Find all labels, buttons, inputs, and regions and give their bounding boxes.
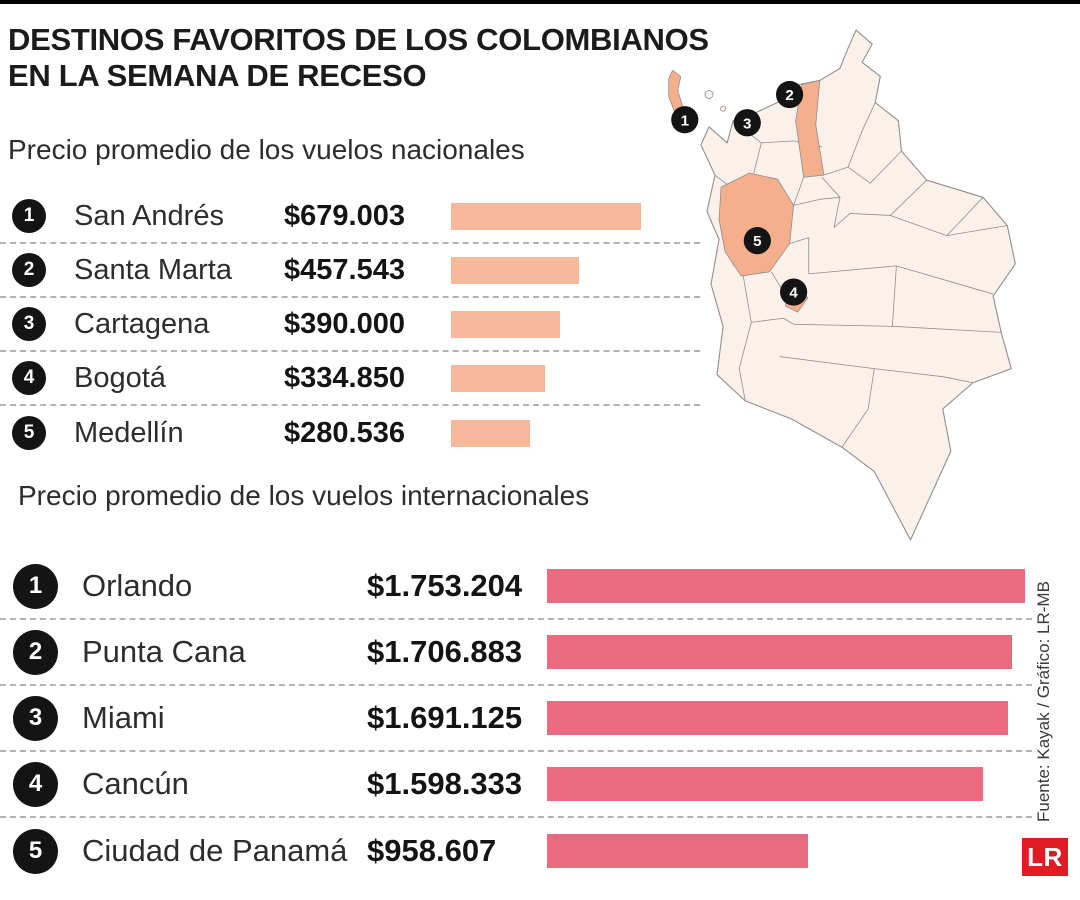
rank-badge: 3 <box>13 695 58 741</box>
price-bar <box>451 256 580 284</box>
price-bar <box>547 635 1013 669</box>
small-islands <box>704 90 726 112</box>
national-list: 1 San Andrés $679.003 2 Santa Marta $457.543 3… <box>0 190 700 460</box>
map-marker-circle <box>671 106 699 134</box>
price-label: $958.607 <box>367 833 497 868</box>
destination-row: 3 Miami $1.691.125 <box>0 686 1032 752</box>
destination-label: Orlando <box>82 568 193 603</box>
map-marker-5: 5 <box>743 227 771 255</box>
destination-row: 4 Bogotá $334.850 <box>0 352 700 406</box>
map-marker-circle <box>775 80 804 109</box>
map-marker-number: 1 <box>681 112 689 129</box>
rank-badge: 4 <box>12 361 46 395</box>
map-marker-3: 3 <box>733 109 761 137</box>
destination-label: Santa Marta <box>74 253 232 286</box>
colombia-outline <box>700 29 1016 541</box>
top-border-rule <box>0 0 1080 4</box>
price-label: $334.850 <box>284 361 405 394</box>
price-bar <box>451 202 641 230</box>
rank-badge: 2 <box>13 629 58 675</box>
map-marker-2: 2 <box>775 80 804 109</box>
destination-row: 2 Santa Marta $457.543 <box>0 244 700 298</box>
rank-badge: 2 <box>12 253 46 287</box>
bar-track <box>451 256 641 284</box>
price-bar <box>547 569 1025 603</box>
map-marker-number: 4 <box>789 285 798 302</box>
destination-row: 4 Cancún $1.598.333 <box>0 752 1032 818</box>
price-bar <box>547 767 983 801</box>
department-antioquia <box>718 172 795 277</box>
destination-label: Punta Cana <box>82 634 246 669</box>
colombia-map-svg: 1 2 3 4 5 <box>668 29 1016 541</box>
destination-row: 5 Ciudad de Panamá $958.607 <box>0 818 1032 884</box>
bar-track <box>547 834 1025 868</box>
price-bar <box>451 364 545 392</box>
page-title-line2: EN LA SEMANA DE RECESO <box>8 58 427 94</box>
map-marker-1: 1 <box>671 106 699 134</box>
destination-label: San Andrés <box>74 199 224 232</box>
bar-track <box>451 419 641 447</box>
price-label: $1.691.125 <box>367 700 523 735</box>
bar-track <box>451 310 641 338</box>
destination-label: Cartagena <box>74 307 210 340</box>
price-label: $1.598.333 <box>367 766 523 801</box>
page-title-line1: DESTINOS FAVORITOS DE LOS COLOMBIANOS <box>8 22 709 57</box>
destination-label: Ciudad de Panamá <box>82 833 348 868</box>
map-marker-circle <box>780 278 808 306</box>
highlighted-departments <box>668 69 825 313</box>
lr-logo: LR <box>1022 838 1068 876</box>
rank-badge: 3 <box>12 307 46 341</box>
colombia-map: 1 2 3 4 5 <box>642 24 1046 548</box>
price-bar <box>451 419 530 447</box>
map-marker-number: 5 <box>753 233 761 250</box>
price-label: $1.706.883 <box>367 634 523 669</box>
rank-badge: 5 <box>13 828 58 874</box>
international-list: 1 Orlando $1.753.204 2 Punta Cana $1.706.883 3… <box>0 554 1032 884</box>
destination-row: 1 Orlando $1.753.204 <box>0 554 1032 620</box>
bar-track <box>547 635 1025 669</box>
map-marker-circle <box>743 227 771 255</box>
price-label: $679.003 <box>284 199 405 232</box>
rank-badge: 5 <box>12 416 46 450</box>
price-bar <box>547 834 809 868</box>
destination-row: 1 San Andrés $679.003 <box>0 190 700 244</box>
international-section-title: Precio promedio de los vuelos internacio… <box>18 480 590 511</box>
map-markers: 1 2 3 4 5 <box>671 80 808 306</box>
map-marker-number: 2 <box>785 87 793 104</box>
map-marker-number: 3 <box>743 115 751 132</box>
rank-badge: 1 <box>12 199 46 233</box>
source-credit: Fuente: Kayak / Gráfico: LR-MB <box>1034 581 1053 822</box>
price-bar <box>547 701 1009 735</box>
destination-label: Bogotá <box>74 361 166 394</box>
map-marker-4: 4 <box>780 278 808 306</box>
bar-track <box>547 767 1025 801</box>
price-label: $390.000 <box>284 307 405 340</box>
price-bar <box>451 310 561 338</box>
destination-row: 2 Punta Cana $1.706.883 <box>0 620 1032 686</box>
destination-label: Cancún <box>82 766 189 801</box>
price-label: $457.543 <box>284 253 405 286</box>
destination-label: Medellín <box>74 416 184 449</box>
bar-track <box>547 569 1025 603</box>
rank-badge: 1 <box>13 563 58 609</box>
map-marker-circle <box>733 109 761 137</box>
department-magdalena <box>795 80 825 178</box>
destination-label: Miami <box>82 700 165 735</box>
department-borders <box>714 102 1008 448</box>
destination-row: 3 Cartagena $390.000 <box>0 298 700 352</box>
bar-track <box>547 701 1025 735</box>
bar-track <box>451 364 641 392</box>
price-label: $280.536 <box>284 416 405 449</box>
price-label: $1.753.204 <box>367 568 523 603</box>
page-title: DESTINOS FAVORITOS DE LOS COLOMBIANOS EN… <box>8 22 709 95</box>
bar-track <box>451 202 641 230</box>
destination-row: 5 Medellín $280.536 <box>0 406 700 460</box>
national-section-title: Precio promedio de los vuelos nacionales <box>8 134 525 165</box>
rank-badge: 4 <box>13 761 58 807</box>
